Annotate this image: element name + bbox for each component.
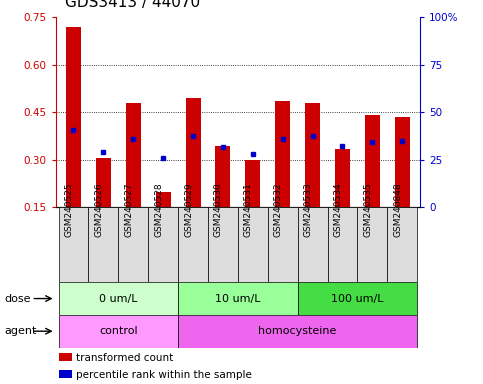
- Bar: [327, 207, 357, 282]
- Text: agent: agent: [5, 326, 37, 336]
- Text: 10 um/L: 10 um/L: [215, 293, 261, 304]
- Text: GDS3413 / 44070: GDS3413 / 44070: [65, 0, 200, 10]
- Bar: [275, 101, 290, 207]
- Bar: [387, 207, 417, 282]
- Text: GSM240534: GSM240534: [333, 182, 342, 237]
- Bar: [268, 207, 298, 282]
- Bar: [178, 207, 208, 282]
- Bar: [298, 282, 417, 315]
- Bar: [395, 117, 410, 207]
- Text: transformed count: transformed count: [76, 353, 173, 363]
- Text: GSM240533: GSM240533: [304, 182, 313, 237]
- Bar: [96, 158, 111, 207]
- Bar: [58, 207, 88, 282]
- Bar: [238, 207, 268, 282]
- Bar: [59, 370, 72, 378]
- Bar: [215, 146, 230, 207]
- Text: control: control: [99, 326, 138, 336]
- Text: GSM240528: GSM240528: [154, 182, 163, 237]
- Text: GSM240525: GSM240525: [64, 182, 73, 237]
- Bar: [118, 207, 148, 282]
- Bar: [335, 149, 350, 207]
- Text: GSM240848: GSM240848: [393, 182, 402, 237]
- Bar: [178, 282, 298, 315]
- Bar: [148, 207, 178, 282]
- Bar: [58, 282, 178, 315]
- Text: GSM240529: GSM240529: [184, 182, 193, 237]
- Text: 100 um/L: 100 um/L: [331, 293, 384, 304]
- Text: percentile rank within the sample: percentile rank within the sample: [76, 369, 252, 379]
- Bar: [126, 103, 141, 207]
- Bar: [208, 207, 238, 282]
- Text: homocysteine: homocysteine: [258, 326, 337, 336]
- Bar: [66, 27, 81, 207]
- Bar: [185, 98, 200, 207]
- Bar: [365, 116, 380, 207]
- Bar: [59, 353, 72, 361]
- Bar: [88, 207, 118, 282]
- Bar: [156, 192, 170, 207]
- Text: GSM240531: GSM240531: [244, 182, 253, 237]
- Bar: [357, 207, 387, 282]
- Text: GSM240532: GSM240532: [274, 182, 283, 237]
- Bar: [245, 160, 260, 207]
- Text: GSM240527: GSM240527: [124, 182, 133, 237]
- Bar: [298, 207, 327, 282]
- Text: 0 um/L: 0 um/L: [99, 293, 138, 304]
- Bar: [305, 103, 320, 207]
- Text: GSM240530: GSM240530: [214, 182, 223, 237]
- Bar: [178, 315, 417, 348]
- Text: dose: dose: [5, 293, 31, 304]
- Text: GSM240526: GSM240526: [94, 182, 103, 237]
- Bar: [58, 315, 178, 348]
- Text: GSM240535: GSM240535: [363, 182, 372, 237]
